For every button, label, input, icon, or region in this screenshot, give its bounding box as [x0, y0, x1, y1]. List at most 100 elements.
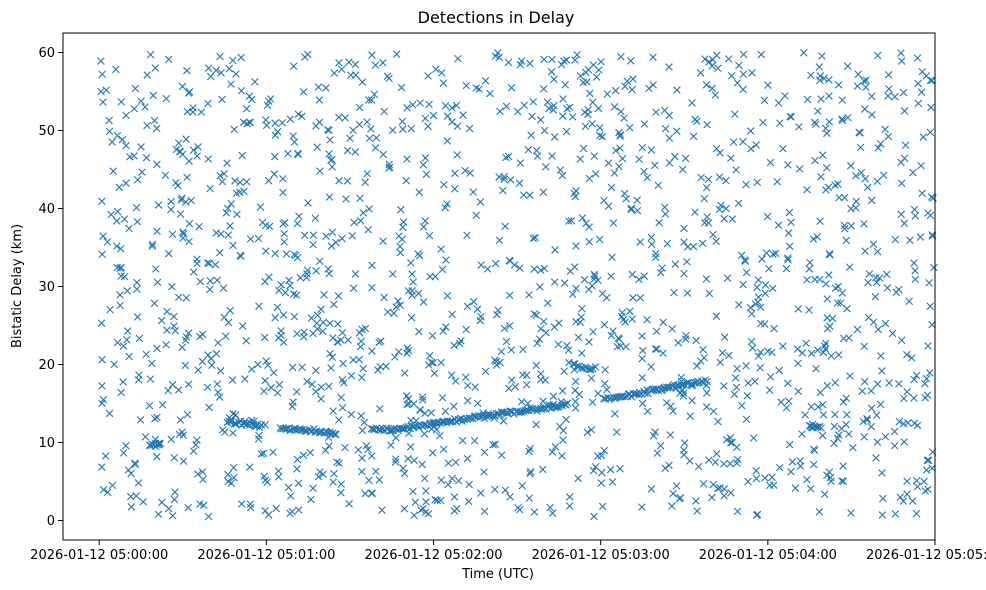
detection-point — [704, 175, 713, 184]
detection-point — [117, 98, 126, 106]
detection-point — [525, 291, 533, 299]
detection-point — [673, 86, 681, 94]
y-tick-label: 0 — [47, 514, 55, 529]
detection-point — [541, 163, 550, 171]
detection-point — [867, 196, 876, 205]
detection-point — [568, 113, 577, 121]
detection-point — [803, 95, 812, 104]
detection-point — [238, 151, 246, 160]
detection-point — [729, 138, 738, 146]
detection-point — [525, 494, 534, 502]
detection-point — [278, 118, 287, 127]
detection-point — [824, 183, 833, 192]
detection-point — [99, 395, 108, 404]
detection-point — [275, 286, 283, 295]
detection-point — [452, 101, 461, 110]
detection-point — [820, 74, 828, 83]
detection-point — [888, 329, 897, 338]
detection-point — [584, 285, 593, 294]
detection-point — [651, 428, 659, 436]
detection-point — [585, 238, 594, 246]
detection-point — [335, 113, 343, 122]
detection-point — [502, 409, 510, 417]
detection-point — [922, 72, 931, 80]
detection-point — [572, 284, 580, 293]
detection-point — [809, 235, 818, 243]
detection-point — [647, 485, 656, 493]
x-tick-label: 2026-01-12 05:01:00 — [197, 548, 335, 563]
detection-point — [335, 59, 343, 67]
detection-point — [354, 446, 363, 454]
detection-point — [466, 414, 475, 423]
detection-point — [385, 163, 394, 171]
detection-point — [628, 270, 637, 279]
detection-point — [651, 253, 660, 262]
detection-point — [864, 278, 872, 287]
detection-point — [575, 390, 584, 399]
detection-point — [152, 265, 160, 273]
detection-point — [623, 77, 631, 85]
detection-point — [418, 460, 426, 469]
detection-point — [548, 152, 556, 160]
detection-point — [742, 268, 751, 277]
detection-point — [536, 116, 545, 124]
detection-point — [421, 154, 430, 162]
detection-point — [495, 53, 504, 62]
detection-point — [469, 188, 478, 196]
detection-point — [141, 103, 149, 111]
detection-point — [573, 362, 581, 370]
detection-point — [400, 504, 409, 513]
detection-point — [466, 169, 474, 177]
detection-point — [728, 438, 736, 447]
detection-point — [852, 197, 861, 206]
detection-point — [856, 143, 865, 152]
detection-point — [689, 132, 698, 141]
detection-point — [861, 247, 869, 255]
detection-point — [815, 63, 824, 71]
detection-point — [197, 108, 206, 116]
detection-point — [368, 489, 376, 497]
detection-point — [925, 369, 934, 377]
detection-point — [860, 105, 869, 113]
detection-point — [703, 213, 711, 221]
detection-point — [629, 75, 637, 83]
detection-point — [565, 502, 574, 510]
detection-point — [881, 125, 889, 134]
detection-point — [862, 76, 870, 85]
detection-point — [233, 210, 241, 219]
detection-point — [344, 336, 352, 344]
detection-point — [539, 85, 548, 93]
detection-point — [585, 223, 593, 231]
detection-point — [576, 72, 585, 80]
detection-point — [617, 52, 625, 61]
detection-point — [840, 224, 849, 233]
detection-point — [918, 189, 926, 198]
detection-point — [628, 85, 636, 94]
detection-point — [225, 417, 233, 426]
detection-point — [99, 98, 107, 106]
y-axis: 0 10 20 30 40 50 60 — [38, 46, 63, 529]
detection-point — [784, 229, 793, 237]
detection-point — [585, 174, 594, 183]
detection-point — [823, 295, 832, 303]
detection-point — [884, 70, 893, 79]
detection-point — [635, 391, 643, 399]
detection-point — [192, 440, 200, 449]
detection-point — [702, 275, 711, 283]
detection-point — [289, 62, 298, 70]
detection-point — [615, 162, 623, 171]
detection-point — [838, 477, 846, 485]
detection-point — [242, 177, 251, 186]
detection-point — [270, 170, 279, 178]
detection-point — [113, 207, 122, 216]
detection-point — [914, 79, 922, 88]
detection-point — [372, 134, 381, 142]
detection-point — [493, 310, 501, 319]
detection-point — [626, 307, 634, 316]
detection-point — [825, 271, 833, 279]
detection-point — [742, 180, 750, 189]
detection-point — [812, 120, 820, 128]
detection-point — [688, 99, 696, 107]
detection-point — [647, 363, 655, 371]
detection-point — [539, 317, 548, 326]
